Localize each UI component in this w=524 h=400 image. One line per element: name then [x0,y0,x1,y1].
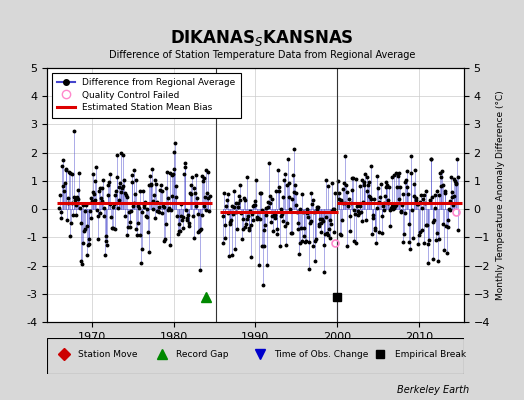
Y-axis label: Monthly Temperature Anomaly Difference (°C): Monthly Temperature Anomaly Difference (… [496,90,505,300]
Text: Berkeley Earth: Berkeley Earth [397,385,469,395]
Legend: Difference from Regional Average, Quality Control Failed, Estimated Station Mean: Difference from Regional Average, Qualit… [52,72,241,118]
FancyBboxPatch shape [47,338,464,374]
Text: DIKANAS$_S$KANSNAS: DIKANAS$_S$KANSNAS [170,28,354,48]
Text: Station Move: Station Move [79,350,138,359]
Text: Record Gap: Record Gap [176,350,229,359]
Text: Difference of Station Temperature Data from Regional Average: Difference of Station Temperature Data f… [109,50,415,60]
Text: Empirical Break: Empirical Break [395,350,466,359]
Text: Time of Obs. Change: Time of Obs. Change [274,350,368,359]
